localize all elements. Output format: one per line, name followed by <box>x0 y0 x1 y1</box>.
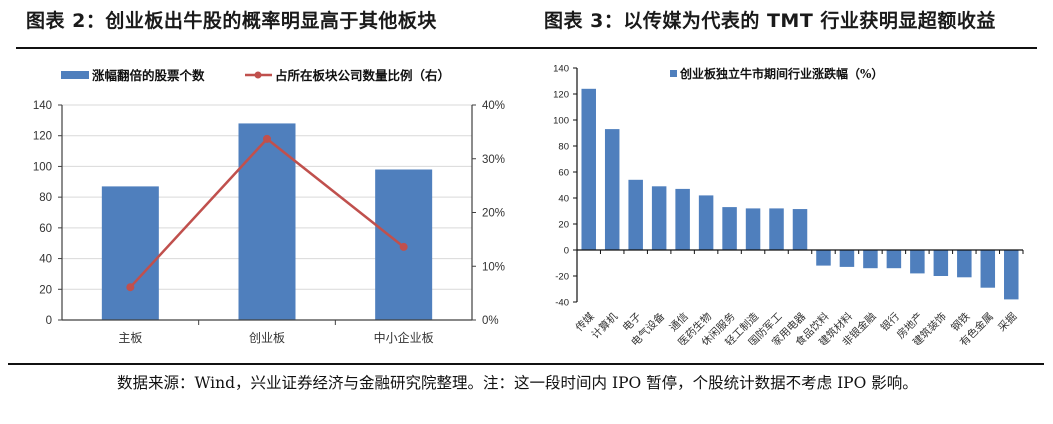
bar <box>238 123 296 320</box>
bar <box>769 208 784 250</box>
bar <box>839 250 855 267</box>
line-marker <box>263 134 271 143</box>
bar <box>101 186 159 320</box>
bar <box>886 250 902 269</box>
bar <box>957 250 972 278</box>
y-tick-label: -20 <box>555 272 569 283</box>
right-chart: 创业板独立牛市期间行业涨跌幅（%） -40 -20 0 20 40 60 80 100 120 14… <box>553 64 1024 345</box>
bar <box>816 250 831 266</box>
source-note: 数据来源：Wind，兴业证券经济与金融研究院整理。注：这一段时间内 IPO 暂停… <box>117 374 918 392</box>
bar <box>581 88 596 250</box>
legend-line-label: 占所在板块公司数量比例（右） <box>275 68 450 83</box>
bar <box>628 179 643 250</box>
bar <box>604 129 620 250</box>
y-tick-label: 20 <box>558 220 569 231</box>
y-tick-label: 100 <box>33 161 52 173</box>
left-chart: 涨幅翻倍的股票个数 占所在板块公司数量比例（右） 0 20 40 60 80 100 120 14… <box>33 68 505 345</box>
y-tick-label: 140 <box>553 64 569 75</box>
y-tick-label: 120 <box>33 131 52 143</box>
legend-label: 创业板独立牛市期间行业涨跌幅（%） <box>679 66 883 81</box>
line-marker <box>399 242 408 251</box>
source-rule <box>8 363 1044 365</box>
line-marker <box>126 283 135 292</box>
bar <box>698 195 714 250</box>
x-tick-label: 中小企业板 <box>374 330 434 345</box>
bar <box>933 250 949 276</box>
y-tick-label: 120 <box>553 90 569 101</box>
legend-swatch <box>670 70 677 77</box>
y-tick-label: -40 <box>555 298 569 309</box>
y-tick-label: 80 <box>558 142 569 153</box>
legend-bar-swatch <box>61 71 89 79</box>
y-tick-label: 60 <box>39 223 52 235</box>
legend-bar-label: 涨幅翻倍的股票个数 <box>92 68 205 83</box>
y2-tick-label: 0% <box>482 315 499 327</box>
y-tick-label: 40 <box>39 254 52 266</box>
y-tick-label: 80 <box>39 192 52 204</box>
y-tick-label: 0 <box>46 315 52 327</box>
bar <box>910 250 925 274</box>
y-tick-label: 40 <box>558 194 569 205</box>
y-tick-label: 140 <box>33 100 52 112</box>
bar <box>1004 250 1019 300</box>
x-tick-label: 主板 <box>118 331 142 345</box>
bar <box>792 209 808 250</box>
right-figure-title: 图表 3：以传媒为代表的 TMT 行业获明显超额收益 <box>544 10 996 32</box>
left-title-rule <box>16 47 520 49</box>
y2-tick-label: 10% <box>482 261 505 273</box>
x-tick-label: 采掘 <box>995 310 1019 334</box>
bar <box>722 207 737 250</box>
bar <box>745 208 761 250</box>
x-tick-label: 计算机 <box>589 310 621 342</box>
y-tick-label: 0 <box>564 246 569 257</box>
legend: 涨幅翻倍的股票个数 占所在板块公司数量比例（右） <box>61 68 450 83</box>
right-title-rule <box>520 47 1037 49</box>
y-tick-label: 60 <box>558 168 569 179</box>
y2-tick-label: 30% <box>482 154 505 166</box>
bar <box>675 188 690 250</box>
x-tick-label: 创业板 <box>249 331 285 345</box>
y2-tick-label: 40% <box>482 100 505 112</box>
y-tick-label: 100 <box>553 116 569 127</box>
bar <box>980 250 996 288</box>
y2-tick-label: 20% <box>482 208 505 220</box>
bar <box>651 186 667 250</box>
y-tick-label: 20 <box>39 284 52 296</box>
bar <box>863 250 878 269</box>
left-figure-title: 图表 2：创业板出牛股的概率明显高于其他板块 <box>26 10 437 32</box>
